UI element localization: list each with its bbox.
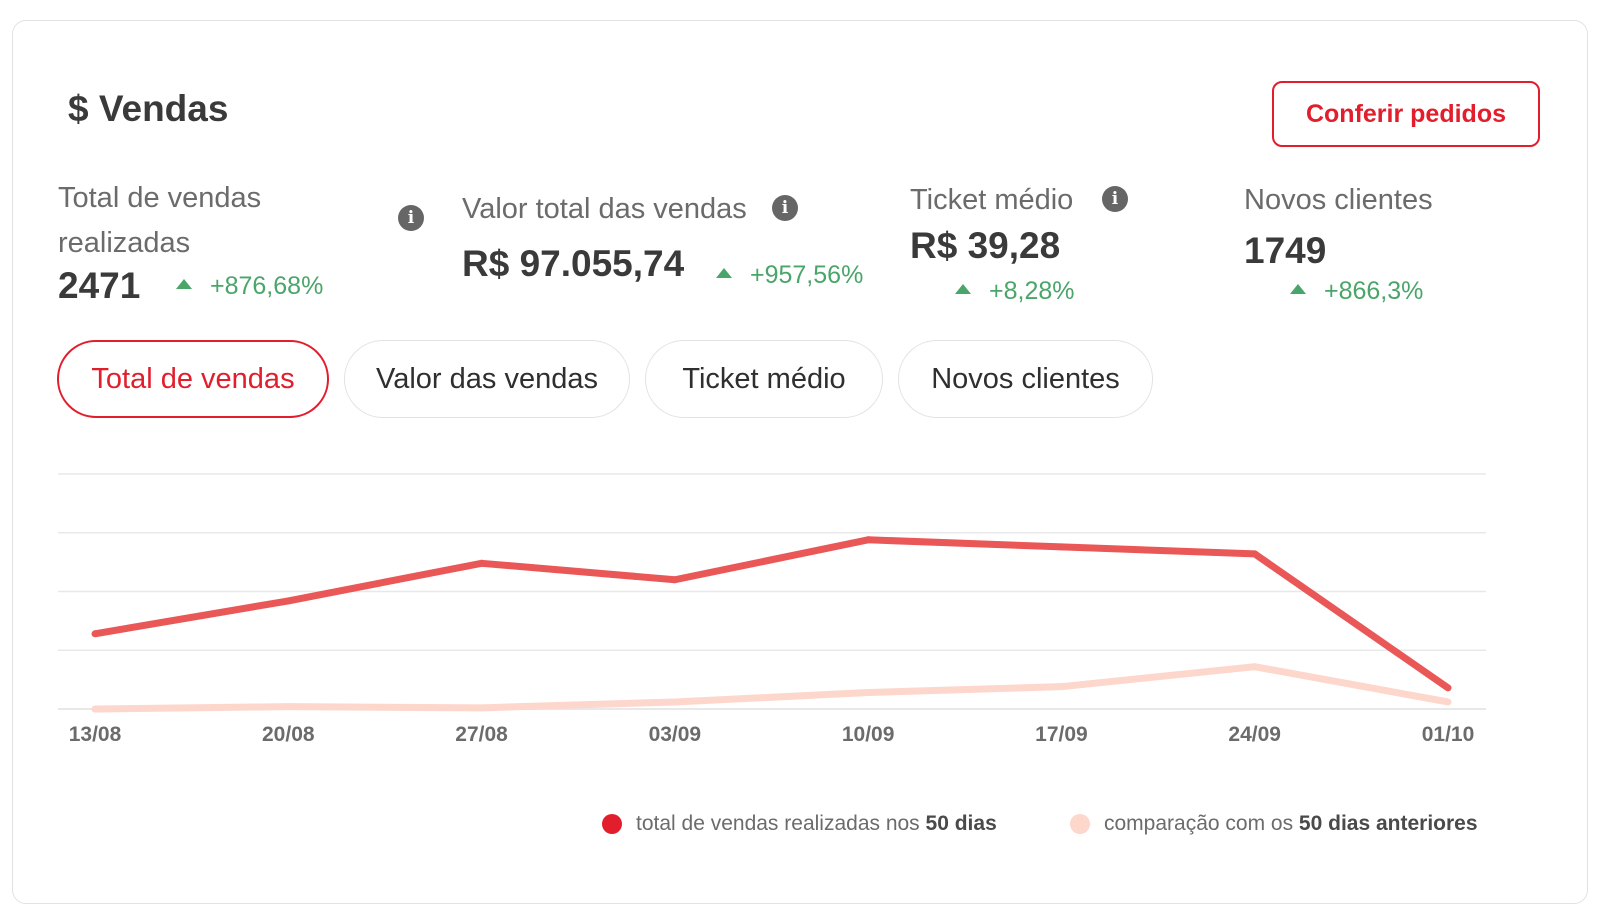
x-tick-label: 27/08 <box>455 723 508 746</box>
data-point <box>1251 663 1259 671</box>
data-point <box>1057 683 1065 691</box>
legend-dot-previous <box>1070 814 1090 834</box>
data-point <box>1444 684 1452 692</box>
info-icon[interactable]: i <box>1102 186 1128 212</box>
triangle-up-icon <box>955 284 971 295</box>
info-icon[interactable]: i <box>398 205 424 231</box>
x-tick-label: 24/09 <box>1228 723 1281 746</box>
metric-value: 1749 <box>1244 230 1327 271</box>
data-point <box>864 689 872 697</box>
metric-value: 2471 <box>58 265 141 306</box>
tab-total-sales[interactable]: Total de vendas <box>57 340 329 418</box>
series-line-previous <box>94 663 1449 713</box>
data-point <box>284 703 292 711</box>
data-point <box>478 559 486 567</box>
tab-new-customers[interactable]: Novos clientes <box>898 340 1153 418</box>
metric-delta: +876,68% <box>176 272 323 301</box>
x-tick-label: 01/10 <box>1422 723 1475 746</box>
metric-label: Novos clientes <box>1244 184 1433 216</box>
triangle-up-icon <box>1290 284 1306 295</box>
data-point <box>1444 698 1452 706</box>
legend-item-current: total de vendas realizadas nos 50 dias <box>602 812 997 836</box>
data-point <box>671 576 679 584</box>
metric-delta: +866,3% <box>1290 277 1423 306</box>
metric-value: R$ 39,28 <box>910 225 1061 266</box>
metric-label: Valor total das vendas <box>462 193 747 225</box>
metric-delta: +8,28% <box>955 277 1075 306</box>
x-tick-label: 20/08 <box>262 723 315 746</box>
metric-value: R$ 97.055,74 <box>462 243 685 284</box>
data-point <box>1251 550 1259 558</box>
tab-average-ticket[interactable]: Ticket médio <box>645 340 883 418</box>
triangle-up-icon <box>176 279 192 290</box>
check-orders-button[interactable]: Conferir pedidos <box>1272 81 1540 147</box>
data-point <box>91 630 99 638</box>
card-title: $ Vendas <box>68 88 229 129</box>
x-tick-label: 10/09 <box>842 723 895 746</box>
series-line-current <box>94 536 1450 691</box>
data-point <box>478 704 486 712</box>
x-tick-label: 17/09 <box>1035 723 1088 746</box>
data-point <box>864 536 872 544</box>
data-point <box>91 705 99 713</box>
metric-label: Total de vendas realizadas <box>58 182 262 259</box>
data-point <box>671 698 679 706</box>
x-tick-label: 13/08 <box>69 723 122 746</box>
metric-label: Ticket médio <box>910 184 1074 216</box>
info-icon[interactable]: i <box>772 195 798 221</box>
data-point <box>284 597 292 605</box>
sales-card <box>12 20 1588 904</box>
tab-sales-value[interactable]: Valor das vendas <box>344 340 630 418</box>
metric-delta: +957,56% <box>716 261 863 290</box>
triangle-up-icon <box>716 268 732 279</box>
legend-item-previous: comparação com os 50 dias anteriores <box>1070 812 1478 836</box>
data-point <box>1057 543 1065 551</box>
legend-dot-current <box>602 814 622 834</box>
x-tick-label: 03/09 <box>649 723 702 746</box>
